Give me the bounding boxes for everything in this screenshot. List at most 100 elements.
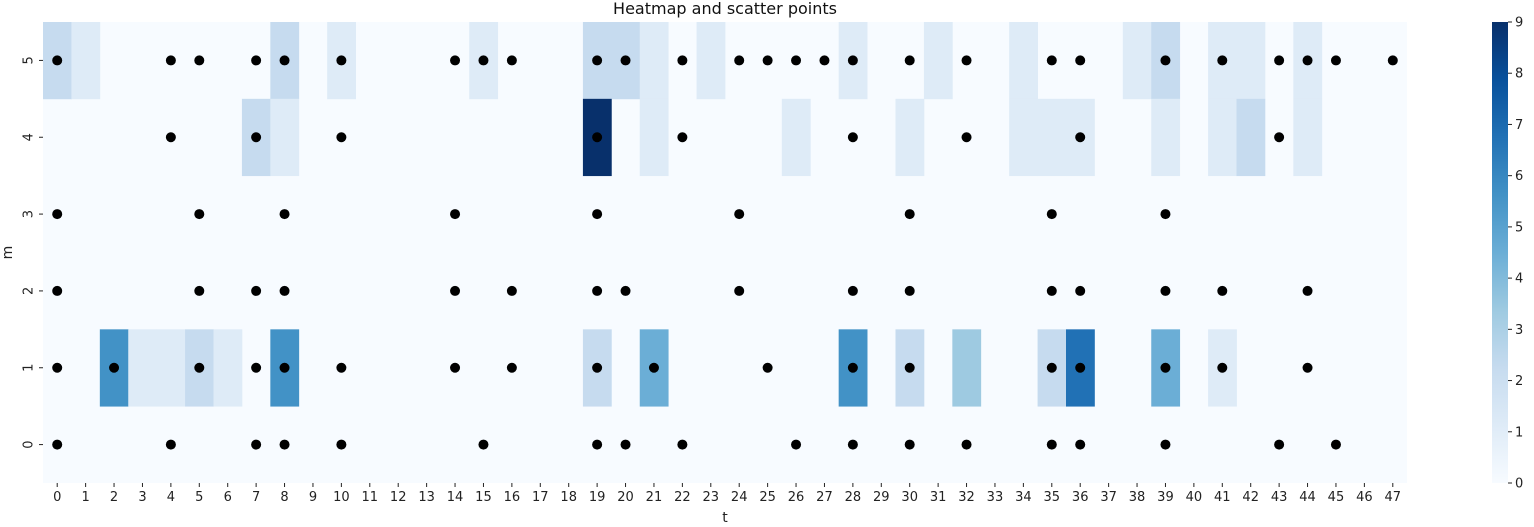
scatter-point	[1387, 55, 1398, 66]
scatter-point	[52, 209, 63, 220]
x-tick-label: 22	[674, 490, 691, 505]
scatter-point	[734, 285, 745, 296]
colorbar-gradient	[1492, 22, 1508, 483]
scatter-point	[109, 362, 120, 373]
scatter-point	[592, 209, 603, 220]
x-tick-label: 29	[873, 490, 890, 505]
scatter-point	[279, 209, 290, 220]
scatter-point	[251, 362, 262, 373]
scatter-point	[1075, 439, 1086, 450]
scatter-point	[450, 362, 461, 373]
scatter-point	[1217, 285, 1228, 296]
x-tick-label: 23	[703, 490, 720, 505]
x-tick-label: 18	[560, 490, 577, 505]
heatmap-cell	[213, 329, 243, 407]
scatter-points	[52, 55, 1398, 450]
heatmap-cell	[952, 329, 982, 407]
x-tick-label: 28	[845, 490, 862, 505]
scatter-point	[251, 132, 262, 143]
x-tick-label: 31	[930, 490, 947, 505]
scatter-point	[847, 285, 858, 296]
y-tick-label: 2	[22, 287, 37, 295]
colorbar-tick-label: 9	[1515, 16, 1523, 31]
heatmap-cell	[1151, 98, 1181, 177]
x-tick-label: 44	[1299, 490, 1316, 505]
scatter-point	[165, 439, 176, 450]
scatter-point	[904, 209, 915, 220]
scatter-point	[1217, 55, 1228, 66]
heatmap-cells	[43, 22, 1323, 407]
x-tick-label: 10	[333, 490, 350, 505]
scatter-point	[1075, 55, 1086, 66]
x-tick-label: 30	[901, 490, 918, 505]
scatter-point	[194, 362, 205, 373]
scatter-point	[279, 55, 290, 66]
scatter-point	[1075, 362, 1086, 373]
scatter-point	[1302, 362, 1313, 373]
scatter-point	[1302, 55, 1313, 66]
heatmap-cell	[128, 329, 158, 407]
scatter-point	[52, 55, 63, 66]
scatter-point	[620, 285, 631, 296]
heatmap-cell	[1037, 98, 1067, 177]
x-tick-label: 19	[589, 490, 606, 505]
scatter-point	[847, 132, 858, 143]
scatter-point	[279, 362, 290, 373]
scatter-point	[1046, 439, 1057, 450]
scatter-point	[1160, 55, 1171, 66]
x-tick-label: 20	[617, 490, 634, 505]
scatter-point	[1075, 132, 1086, 143]
scatter-point	[648, 362, 659, 373]
scatter-point	[1274, 439, 1285, 450]
heatmap-cell	[1236, 98, 1266, 177]
scatter-point	[620, 55, 631, 66]
heatmap-cell	[156, 329, 186, 407]
x-tick-label: 34	[1015, 490, 1032, 505]
colorbar-tick-label: 2	[1515, 374, 1523, 389]
scatter-point	[52, 362, 63, 373]
scatter-point	[506, 55, 517, 66]
x-tick-label: 9	[309, 490, 317, 505]
x-tick-label: 43	[1271, 490, 1288, 505]
scatter-point	[847, 362, 858, 373]
x-tick-label: 17	[532, 490, 549, 505]
scatter-point	[592, 439, 603, 450]
scatter-point	[592, 132, 603, 143]
scatter-point	[677, 132, 688, 143]
colorbar: 0 1 2 3 4 5 6 7 8 9	[1492, 16, 1523, 492]
x-axis-label: t	[722, 510, 728, 526]
heatmap-cell	[1208, 98, 1237, 177]
colorbar-tick-label: 3	[1515, 323, 1523, 338]
x-tick-label: 37	[1100, 490, 1117, 505]
x-tick-label: 26	[788, 490, 805, 505]
scatter-point	[1160, 362, 1171, 373]
y-tick-label: 0	[22, 440, 37, 448]
scatter-point	[251, 285, 262, 296]
heatmap-cell	[639, 98, 669, 177]
scatter-point	[279, 439, 290, 450]
scatter-point	[1046, 55, 1057, 66]
x-tick-label: 12	[390, 490, 407, 505]
heatmap-cell	[1009, 98, 1038, 177]
x-tick-label: 16	[504, 490, 521, 505]
x-tick-label: 39	[1157, 490, 1174, 505]
x-tick-label: 38	[1129, 490, 1146, 505]
scatter-point	[450, 209, 461, 220]
scatter-point	[1302, 285, 1313, 296]
scatter-point	[336, 362, 347, 373]
scatter-point	[847, 439, 858, 450]
scatter-point	[450, 55, 461, 66]
x-tick-label: 11	[362, 490, 379, 505]
scatter-point	[791, 55, 802, 66]
x-tick-label: 24	[731, 490, 748, 505]
scatter-point	[1217, 362, 1228, 373]
x-tick-label: 21	[646, 490, 663, 505]
x-tick-label: 0	[53, 490, 61, 505]
y-tick-label: 3	[22, 210, 37, 218]
x-tick-label: 3	[138, 490, 146, 505]
chart-title: Heatmap and scatter points	[613, 0, 837, 18]
scatter-point	[819, 55, 830, 66]
scatter-point	[1075, 285, 1086, 296]
colorbar-tick-label: 8	[1515, 67, 1523, 82]
x-tick-label: 4	[167, 490, 175, 505]
